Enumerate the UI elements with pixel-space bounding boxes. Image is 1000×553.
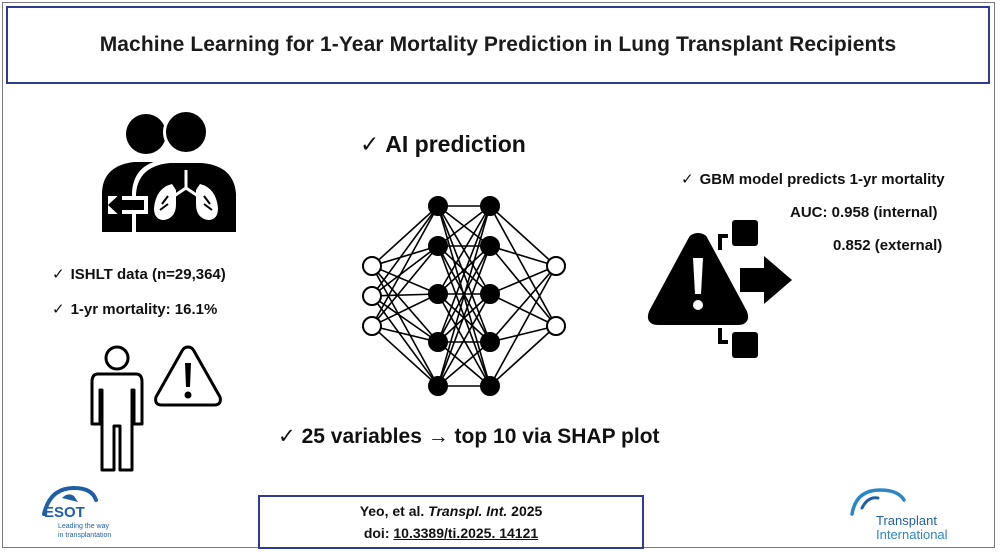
- network-connection: [489, 245, 557, 267]
- network-connection: [371, 293, 439, 297]
- network-connection: [489, 205, 557, 327]
- network-connection: [371, 325, 439, 343]
- network-node: [362, 256, 382, 276]
- network-node: [480, 376, 500, 396]
- auc-internal-text: AUC: 0.958 (internal): [790, 204, 938, 221]
- network-connection: [437, 341, 491, 387]
- network-connection: [489, 293, 557, 327]
- network-connection: [489, 265, 557, 295]
- check-icon: ✓: [681, 171, 694, 188]
- network-node: [480, 196, 500, 216]
- ti-logo-name: Transplant: [876, 513, 937, 528]
- network-connection: [371, 245, 439, 327]
- network-node: [428, 196, 448, 216]
- network-connection: [371, 295, 439, 343]
- esot-tagline: Leading the way: [58, 523, 109, 530]
- network-connection: [489, 265, 557, 343]
- ti-logo-name: International: [876, 527, 948, 542]
- network-connection: [371, 265, 439, 343]
- network-connection: [371, 245, 439, 297]
- network-connection: [371, 205, 439, 267]
- ishlt-data-text: ✓ ISHLT data (n=29,364): [52, 266, 226, 283]
- network-connection: [437, 205, 491, 247]
- esot-logo-name: ESOT: [44, 504, 85, 521]
- network-node: [428, 284, 448, 304]
- check-icon: ✓: [52, 301, 65, 318]
- network-node: [362, 286, 382, 306]
- network-connection: [371, 325, 439, 387]
- doi-link[interactable]: 10.3389/ti.2025. 14121: [393, 525, 539, 541]
- title-box: Machine Learning for 1-Year Mortality Pr…: [6, 6, 990, 84]
- warning-split-arrow-icon: [647, 220, 792, 358]
- mortality-text: ✓ 1-yr mortality: 16.1%: [52, 301, 218, 318]
- person-icon: [90, 345, 144, 472]
- network-connection: [437, 245, 491, 387]
- network-node: [428, 376, 448, 396]
- network-connection: [489, 245, 557, 327]
- check-icon: ✓: [52, 266, 65, 283]
- lung-transplant-people-icon: [102, 109, 240, 232]
- network-connection: [489, 265, 557, 387]
- page-title: Machine Learning for 1-Year Mortality Pr…: [99, 33, 897, 56]
- network-connection: [371, 295, 439, 387]
- network-connection: [371, 205, 439, 297]
- citation-box: Yeo, et al. Transpl. Int. 2025 doi: 10.3…: [258, 495, 644, 549]
- transplant-international-logo-icon: [850, 488, 906, 516]
- network-connection: [437, 205, 491, 343]
- check-icon: ✓: [360, 131, 380, 157]
- network-node: [480, 236, 500, 256]
- network-connection: [371, 265, 439, 387]
- esot-tagline: in transplantation: [58, 532, 112, 539]
- ai-prediction-heading: ✓ AI prediction: [360, 131, 526, 157]
- network-node: [546, 316, 566, 336]
- network-connection: [437, 245, 491, 295]
- doi-line: doi: 10.3389/ti.2025. 14121: [363, 525, 539, 541]
- neural-network-icon: [362, 196, 566, 396]
- citation-line: Yeo, et al. Transpl. Int. 2025: [359, 503, 543, 519]
- network-node: [428, 332, 448, 352]
- network-connection: [371, 265, 439, 295]
- network-connection: [437, 205, 491, 295]
- check-icon: ✓: [278, 425, 296, 448]
- network-node: [480, 332, 500, 352]
- network-node: [480, 284, 500, 304]
- network-node: [546, 256, 566, 276]
- network-connection: [371, 245, 439, 267]
- gbm-model-text: ✓ GBM model predicts 1-yr mortality: [681, 171, 945, 188]
- network-node: [428, 236, 448, 256]
- network-connection: [489, 205, 557, 267]
- network-connection: [489, 325, 557, 343]
- esot-logo-icon: [42, 485, 98, 516]
- auc-external-text: 0.852 (external): [833, 237, 943, 254]
- network-connection: [371, 205, 439, 327]
- network-node: [362, 316, 382, 336]
- network-connection: [371, 293, 439, 327]
- warning-icon: [154, 345, 222, 407]
- network-connection: [489, 325, 557, 387]
- network-connection: [437, 205, 491, 387]
- variables-text: ✓ 25 variables → top 10 via SHAP plot: [278, 425, 660, 448]
- network-connection: [437, 293, 491, 387]
